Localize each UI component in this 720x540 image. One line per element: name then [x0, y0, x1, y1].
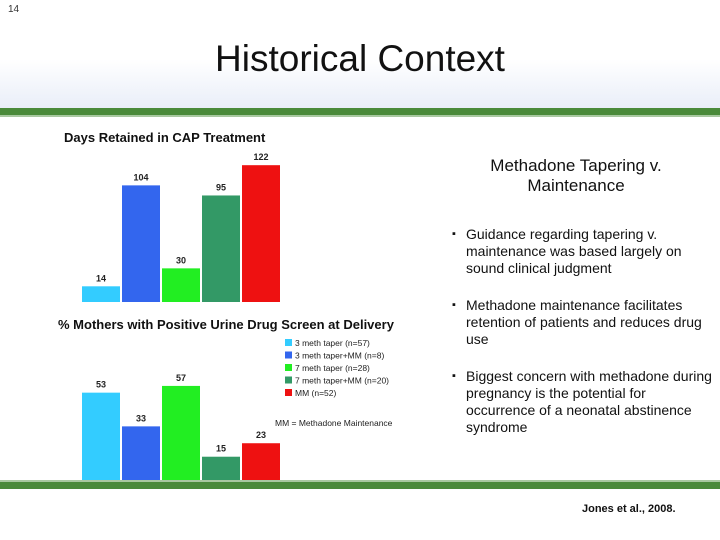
bullet-item: ▪ Guidance regarding tapering v. maintena…	[452, 226, 714, 277]
chart2-legend-swatch	[285, 339, 292, 346]
chart2-legend-label: 7 meth taper+MM (n=20)	[295, 376, 389, 386]
bullet-square-icon: ▪	[452, 370, 456, 382]
bullet-list: ▪ Guidance regarding tapering v. maintena…	[452, 226, 714, 456]
chart2-bar	[82, 392, 120, 482]
chart2-data-label: 53	[96, 380, 106, 390]
chart2-legend-swatch	[285, 351, 292, 359]
bullet-item: ▪ Biggest concern with methadone during p…	[452, 368, 714, 436]
top-divider	[0, 108, 720, 117]
chart1-bar	[122, 185, 160, 302]
chart1-plot: 14 104 30 95 122	[82, 152, 280, 302]
bullet-text: Biggest concern with methadone during pr…	[466, 368, 712, 435]
bullet-item: ▪ Methadone maintenance facilitates reten…	[452, 297, 714, 348]
slide-title: Historical Context	[215, 38, 505, 79]
chart2-legend-label: 3 meth taper+MM (n=8)	[295, 351, 384, 361]
bullet-text: Guidance regarding tapering v. maintenan…	[466, 226, 682, 276]
chart2-legend-label: 7 meth taper (n=28)	[295, 363, 370, 373]
chart2-note: MM = Methadone Maintenance	[275, 418, 393, 428]
chart1-data-label: 95	[216, 182, 226, 192]
chart1-data-label: 104	[133, 172, 148, 182]
chart1-bar	[202, 195, 240, 302]
chart2-data-label: 33	[136, 413, 146, 423]
slide-number: 14	[8, 4, 20, 15]
chart2-legend-label: MM (n=52)	[295, 388, 336, 398]
chart1-data-label: 30	[176, 255, 186, 265]
chart2-bar	[202, 456, 240, 482]
bullet-text: Methadone maintenance facilitates retent…	[466, 297, 702, 347]
chart1-data-label: 14	[96, 273, 106, 283]
chart2-plot: 53 33 57 15 23	[82, 373, 280, 482]
chart2-title: % Mothers with Positive Urine Drug Scree…	[58, 317, 394, 332]
chart2-legend-swatch	[285, 389, 292, 396]
bullet-square-icon: ▪	[452, 228, 456, 240]
bottom-divider	[0, 480, 720, 489]
chart2-bar	[162, 385, 200, 482]
chart2-legend-label: 3 meth taper (n=57)	[295, 338, 370, 348]
chart1-bar	[162, 268, 200, 302]
chart2-legend-swatch	[285, 376, 292, 384]
chart2-data-label: 23	[256, 430, 266, 440]
chart1-data-label: 122	[253, 152, 268, 162]
chart1-bar	[242, 165, 280, 302]
right-heading: Methadone Tapering v. Maintenance	[490, 156, 662, 195]
title-band	[0, 0, 720, 108]
chart2-legend: 3 meth taper (n=57) 3 meth taper+MM (n=8)…	[275, 338, 393, 428]
bullet-square-icon: ▪	[452, 299, 456, 311]
chart2-bar	[242, 443, 280, 482]
chart2-legend-swatch	[285, 364, 292, 371]
citation: Jones et al., 2008.	[582, 503, 676, 515]
chart1-bar	[82, 286, 120, 302]
chart2-data-label: 15	[216, 444, 226, 454]
chart2-bar	[122, 426, 160, 482]
chart1-title: Days Retained in CAP Treatment	[64, 130, 266, 145]
chart2-data-label: 57	[176, 373, 186, 383]
